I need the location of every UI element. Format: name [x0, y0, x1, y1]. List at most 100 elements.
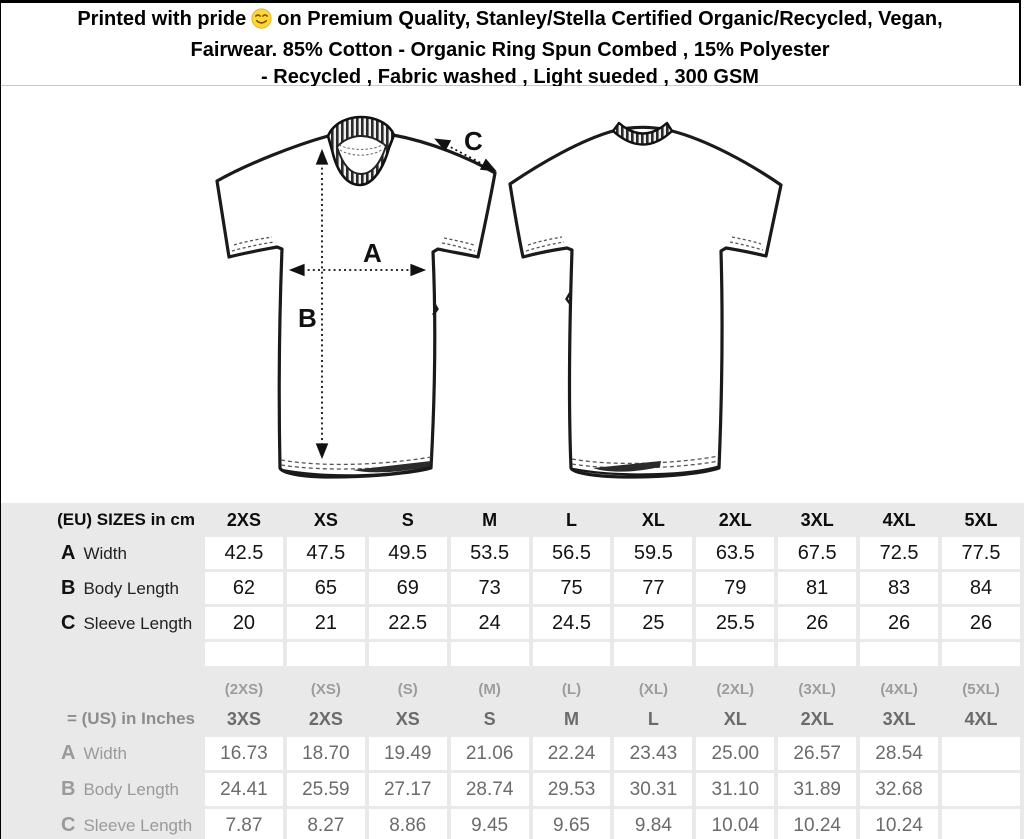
us-size-col-header: 3XL [882, 708, 916, 729]
cm-width-row: A Width 42.5 47.5 49.5 53.5 56.5 59.5 63.… [5, 537, 1020, 569]
eu-size-ref-header: (S) [397, 680, 418, 698]
size-col-header: XS [313, 509, 338, 530]
measurement-cell: 53.5 [450, 537, 529, 569]
us-size-col-header: 3XS [226, 708, 261, 729]
measurement-cell: 81 [778, 572, 857, 604]
measurement-cell: 31.89 [778, 773, 857, 806]
cm-table-corner-label: (EU) SIZES in cm [57, 510, 195, 529]
row-label-sleeve-length: C Sleeve Length [61, 611, 193, 634]
row-label-body-length: B Body Length [61, 576, 179, 599]
tshirt-diagram-svg: A B C [215, 115, 783, 479]
measurement-cell: 63.5 [696, 537, 775, 569]
measurement-cell: 26 [942, 607, 1020, 639]
measurement-cell: 25.5 [696, 607, 775, 639]
eu-size-ref-header: (4XL) [880, 680, 918, 698]
row-label-sleeve-length: C Sleeve Length [61, 814, 193, 836]
measurement-cell: 69 [368, 572, 447, 604]
measurement-cell: 9.65 [532, 809, 611, 839]
shirt-front-drawing: A B C [215, 115, 497, 479]
eu-cm-size-table: (EU) SIZES in cm 2XS XS S M L XL 2XL 3XL… [1, 503, 1024, 669]
eu-size-ref-header: (XS) [310, 680, 341, 698]
measurement-cell: 56.5 [532, 537, 611, 569]
size-tables-section: (EU) SIZES in cm 2XS XS S M L XL 2XL 3XL… [1, 503, 1024, 839]
us-size-col-header: 2XS [308, 708, 343, 729]
measurement-cell: 79 [696, 572, 775, 604]
measurement-cell: 59.5 [614, 537, 693, 569]
measurement-cell: 83 [860, 572, 939, 604]
row-label-body-length: B Body Length [61, 778, 179, 800]
us-size-col-header: M [564, 708, 579, 729]
eu-size-ref-header: (L) [561, 680, 582, 698]
measurement-cell: 10.04 [696, 809, 775, 839]
measurement-cell: 10.24 [778, 809, 857, 839]
measure-a-label: A [363, 238, 382, 268]
measurement-cell: 9.84 [614, 809, 693, 839]
measurement-cell: 21.06 [450, 737, 529, 770]
banner-line-2: Fairwear. 85% Cotton - Organic Ring Spun… [190, 39, 830, 61]
row-label-width: A Width [61, 742, 127, 764]
measurement-cell: 65 [286, 572, 365, 604]
us-size-col-header: XL [723, 708, 747, 729]
measurement-cell: 25 [614, 607, 693, 639]
measurement-cell [942, 737, 1020, 770]
size-col-header: M [482, 509, 498, 530]
cm-sleeve-length-row: C Sleeve Length 20 21 22.5 24 24.5 25 25.… [5, 607, 1020, 639]
shirt-back-drawing [508, 121, 783, 479]
measure-b-label: B [298, 303, 317, 333]
measure-c-label: C [464, 126, 483, 156]
us-size-col-header: S [483, 708, 496, 729]
measurement-cell: 21 [286, 607, 365, 639]
measurement-cell: 8.86 [368, 809, 447, 839]
measurement-cell: 24.41 [205, 773, 283, 806]
row-label-width: A Width [61, 541, 127, 564]
measurement-cell: 26.57 [778, 737, 857, 770]
us-size-col-header: 4XL [964, 708, 998, 729]
eu-size-ref-header: (M) [478, 680, 501, 698]
size-col-header: 4XL [882, 509, 916, 530]
us-size-col-header: 2XL [800, 708, 834, 729]
product-description-banner: Printed with pride on Premium Quality, St… [1, 0, 1021, 88]
measurement-cell: 18.70 [286, 737, 365, 770]
measurement-cell: 32.68 [860, 773, 939, 806]
us-size-col-header: L [647, 708, 659, 729]
inch-table-corner-label: = (US) in Inches [67, 709, 195, 728]
measurement-cell: 31.10 [696, 773, 775, 806]
size-col-header: S [401, 509, 414, 530]
eu-size-ref-header: (5XL) [962, 680, 1000, 698]
measurement-cell: 77.5 [942, 537, 1020, 569]
size-col-header: 3XL [800, 509, 834, 530]
measurement-cell: 7.87 [205, 809, 283, 839]
measurement-cell: 26 [860, 607, 939, 639]
measurement-cell: 67.5 [778, 537, 857, 569]
measurement-cell: 75 [532, 572, 611, 604]
banner-line1-prefix: Printed with pride [77, 8, 247, 30]
inch-body-length-row: B Body Length 24.41 25.59 27.17 28.74 29.… [5, 773, 1020, 806]
measurement-cell: 20 [205, 607, 283, 639]
eu-size-ref-header: (2XL) [716, 680, 755, 698]
measurement-cell: 49.5 [368, 537, 447, 569]
inch-table-us-size-row: = (US) in Inches 3XS 2XS XS S M L XL 2XL… [5, 704, 1020, 734]
measurement-cell: 25.00 [696, 737, 775, 770]
measurement-cell: 24 [450, 607, 529, 639]
eu-size-ref-header: (2XS) [224, 680, 264, 698]
measurement-cell: 19.49 [368, 737, 447, 770]
size-col-header: 2XS [226, 509, 261, 530]
measurement-cell: 72.5 [860, 537, 939, 569]
measurement-cell: 29.53 [532, 773, 611, 806]
measurement-cell: 26 [778, 607, 857, 639]
measurement-cell: 23.43 [614, 737, 693, 770]
size-col-header: 2XL [718, 509, 752, 530]
measurement-cell: 27.17 [368, 773, 447, 806]
measurement-cell: 22.5 [368, 607, 447, 639]
measurement-cell: 8.27 [286, 809, 365, 839]
banner-line-1: Printed with pride on Premium Quality, St… [1, 6, 1019, 37]
size-col-header: L [566, 509, 577, 530]
measurement-cell [942, 773, 1020, 806]
us-size-col-header: XS [395, 708, 420, 729]
measurement-cell [942, 809, 1020, 839]
measurement-cell: 28.74 [450, 773, 529, 806]
measurement-cell: 42.5 [205, 537, 283, 569]
measurement-cell: 47.5 [286, 537, 365, 569]
measurement-cell: 73 [450, 572, 529, 604]
measurement-cell: 62 [205, 572, 283, 604]
